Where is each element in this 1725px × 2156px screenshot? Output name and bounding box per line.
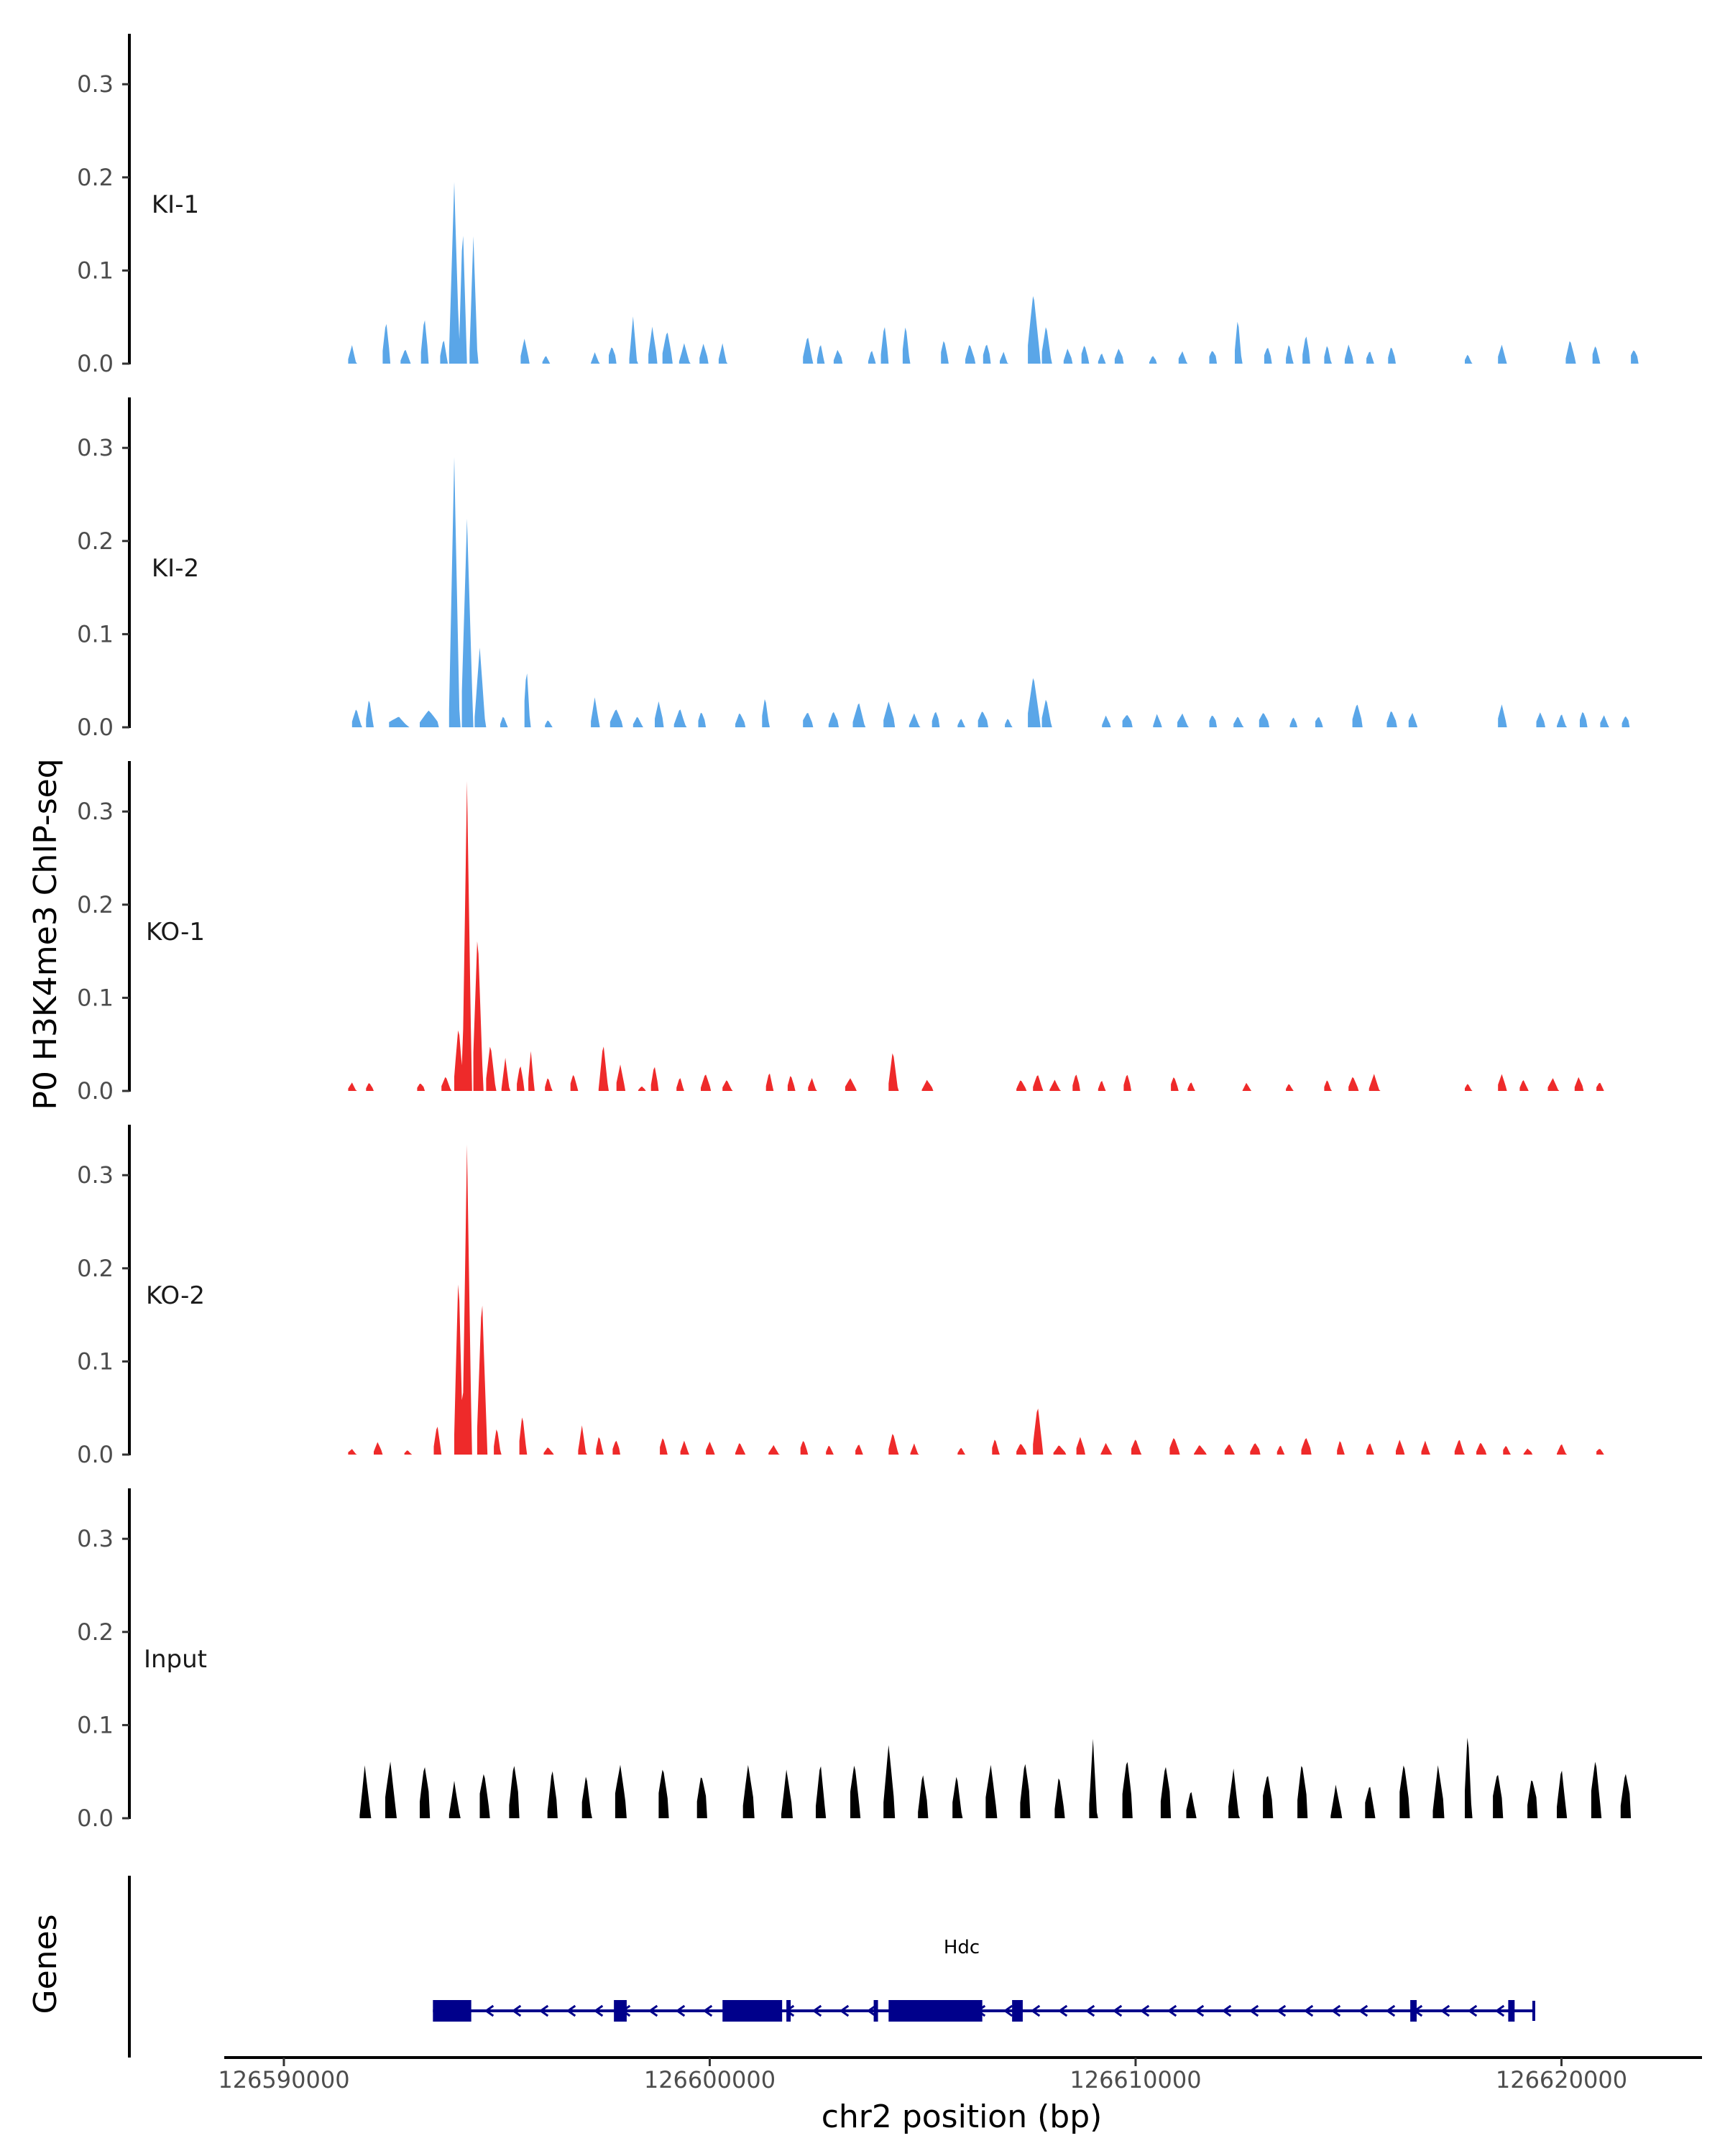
strand-arrow-icon [1112, 2004, 1123, 2017]
strand-arrow-icon [484, 2004, 494, 2017]
y-tick-label: 0.2 [77, 1255, 114, 1282]
y-tick-label: 0.1 [77, 1348, 114, 1375]
strand-arrow-icon [1248, 2004, 1259, 2017]
strand-arrow-icon [1057, 2004, 1068, 2017]
track-ko-2: 0.0 0.1 0.2 0.3 KO-2 [77, 1125, 1604, 1468]
strand-arrow-icon [538, 2004, 549, 2017]
y-tick-label: 0.1 [77, 1711, 114, 1738]
strand-arrow-icon [511, 2004, 522, 2017]
strand-arrow-icon [1194, 2004, 1205, 2017]
strand-arrow-icon [1440, 2004, 1450, 2017]
y-tick-label: 0.3 [77, 1161, 114, 1189]
track-label: KO-2 [146, 1281, 205, 1310]
signal-area [351, 457, 1630, 727]
gene-exon [433, 2000, 472, 2022]
track-ki-1: 0.0 0.1 0.2 0.3 KI-1 [77, 34, 1639, 377]
strand-arrow-icon [1221, 2004, 1232, 2017]
strand-arrow-icon [1276, 2004, 1287, 2017]
strand-arrow-icon [702, 2004, 713, 2017]
strand-arrow-icon [1358, 2004, 1368, 2017]
track-input: 0.0 0.1 0.2 0.3 Input [77, 1488, 1632, 1832]
y-tick-label: 0.0 [77, 714, 114, 741]
x-tick-label: 126590000 [218, 2066, 349, 2093]
x-tick-label: 126600000 [644, 2066, 776, 2093]
strand-arrow-icon [675, 2004, 686, 2017]
y-tick-label: 0.3 [77, 434, 114, 461]
signal-area [348, 182, 1639, 364]
y-axis-title: P0 H3K4me3 ChIP-seq [27, 758, 64, 1110]
strand-arrow-icon [839, 2004, 850, 2017]
strand-arrow-icon [593, 2004, 604, 2017]
strand-arrow-icon [648, 2004, 658, 2017]
strand-arrow-icon [1167, 2004, 1177, 2017]
strand-arrow-icon [1467, 2004, 1478, 2017]
x-tick-label: 126610000 [1070, 2066, 1201, 2093]
strand-arrow-icon [1303, 2004, 1314, 2017]
strand-arrow-icon [1330, 2004, 1341, 2017]
gene-exon [1508, 2000, 1515, 2022]
y-tick-label: 0.0 [77, 350, 114, 377]
gene-exon [888, 2000, 983, 2022]
track-label: KI-2 [152, 554, 199, 583]
signal-area [359, 1737, 1632, 1818]
strand-arrow-icon [1085, 2004, 1095, 2017]
track-ki-2: 0.0 0.1 0.2 0.3 KI-2 [77, 397, 1630, 741]
gene-name-label: Hdc [944, 1937, 980, 1958]
y-tick-label: 0.3 [77, 1525, 114, 1552]
strand-arrow-icon [1003, 2004, 1013, 2017]
track-label: Input [144, 1645, 207, 1674]
x-axis-title: chr2 position (bp) [822, 2099, 1103, 2135]
track-ko-1: 0.0 0.1 0.2 0.3 KO-1 [77, 761, 1604, 1105]
y-tick-label: 0.2 [77, 164, 114, 191]
strand-arrow-icon [866, 2004, 877, 2017]
y-tick-label: 0.1 [77, 620, 114, 648]
strand-arrow-icon [1139, 2004, 1150, 2017]
y-tick-label: 0.1 [77, 984, 114, 1011]
y-tick-label: 0.1 [77, 257, 114, 284]
gene-exon [873, 2000, 878, 2022]
gene-exon [786, 2000, 791, 2022]
strand-arrow-icon [1494, 2004, 1505, 2017]
gene-exon [1410, 2000, 1417, 2022]
y-tick-label: 0.2 [77, 891, 114, 918]
x-axis: chr2 position (bp) 126590000 126600000 126… [218, 2056, 1702, 2135]
gene-track-label: Genes [27, 1914, 64, 2014]
y-tick-label: 0.3 [77, 798, 114, 825]
y-tick-label: 0.2 [77, 1618, 114, 1646]
y-tick-label: 0.2 [77, 528, 114, 555]
y-tick-label: 0.3 [77, 70, 114, 98]
x-tick-label: 126620000 [1496, 2066, 1627, 2093]
strand-arrow-icon [1385, 2004, 1396, 2017]
gene-exon [722, 2000, 783, 2022]
gene-exon [1012, 2000, 1023, 2022]
strand-arrow-icon [811, 2004, 822, 2017]
gene-exon [614, 2000, 627, 2022]
signal-area [348, 1144, 1604, 1455]
y-tick-label: 0.0 [77, 1805, 114, 1832]
y-tick-label: 0.0 [77, 1441, 114, 1468]
strand-arrow-icon [566, 2004, 576, 2017]
y-tick-label: 0.0 [77, 1077, 114, 1105]
track-label: KI-1 [152, 190, 199, 219]
signal-area [348, 780, 1604, 1091]
gene-track: Genes Hdc [27, 1876, 1535, 2058]
track-label: KO-1 [146, 918, 205, 946]
tracks-layer: 0.00.10.20.3KI-10.00.10.20.3KI-20.00.10.… [77, 34, 1639, 1832]
strand-arrow-icon [1030, 2004, 1041, 2017]
